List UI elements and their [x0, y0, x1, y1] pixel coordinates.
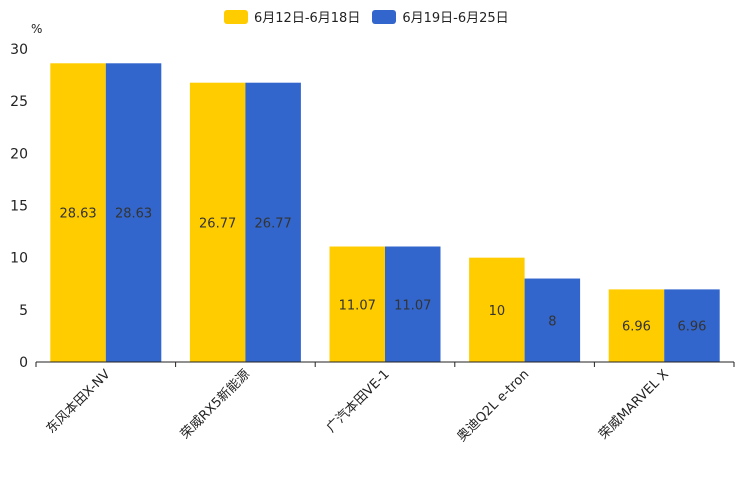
- bar: [385, 246, 441, 362]
- legend: 6月12日-6月18日 6月19日-6月25日: [224, 7, 521, 26]
- data-label: 10: [489, 304, 506, 319]
- bar: [524, 278, 581, 362]
- legend-item-series-2[interactable]: 6月19日-6月25日: [372, 7, 509, 26]
- bar: [50, 63, 106, 362]
- y-tick-label: 20: [10, 146, 28, 162]
- legend-swatch-series-2: [372, 9, 397, 24]
- y-axis-unit-label: %: [31, 22, 42, 36]
- x-tick-label: 广汽本田VE-1: [324, 367, 393, 436]
- y-tick-label: 15: [10, 199, 28, 215]
- y-tick-label: 10: [10, 251, 28, 267]
- bar: [189, 82, 246, 362]
- bar: [664, 289, 720, 362]
- x-tick-label: 荣威MARVEL X: [596, 367, 672, 443]
- legend-label-series-2: 6月19日-6月25日: [402, 11, 509, 26]
- x-tick-label: 奥迪Q2L e-tron: [455, 367, 533, 445]
- y-tick-label: 0: [19, 355, 28, 371]
- bar: [329, 246, 385, 362]
- legend-swatch-series-1: [224, 9, 248, 24]
- legend-label-series-1: 6月12日-6月18日: [254, 11, 361, 26]
- data-label: 6.96: [677, 320, 706, 335]
- data-label: 11.07: [339, 298, 376, 313]
- data-label: 28.63: [115, 207, 152, 222]
- x-tick-label: 荣威RX5新能源: [177, 366, 253, 442]
- y-tick-label: 25: [10, 94, 28, 110]
- data-label: 6.96: [622, 320, 651, 335]
- data-label: 26.77: [199, 216, 236, 231]
- bar: [245, 82, 301, 362]
- data-label: 26.77: [255, 216, 292, 231]
- y-tick-label: 5: [19, 303, 28, 319]
- y-tick-label: 30: [10, 42, 28, 58]
- bar: [105, 63, 162, 362]
- bar: [469, 257, 525, 362]
- legend-item-series-1[interactable]: 6月12日-6月18日: [224, 7, 360, 26]
- bar: [608, 289, 665, 362]
- data-label: 11.07: [394, 298, 431, 313]
- data-label: 28.63: [59, 207, 96, 222]
- x-tick-label: 东风本田X-NV: [44, 367, 114, 437]
- data-label: 8: [548, 314, 556, 329]
